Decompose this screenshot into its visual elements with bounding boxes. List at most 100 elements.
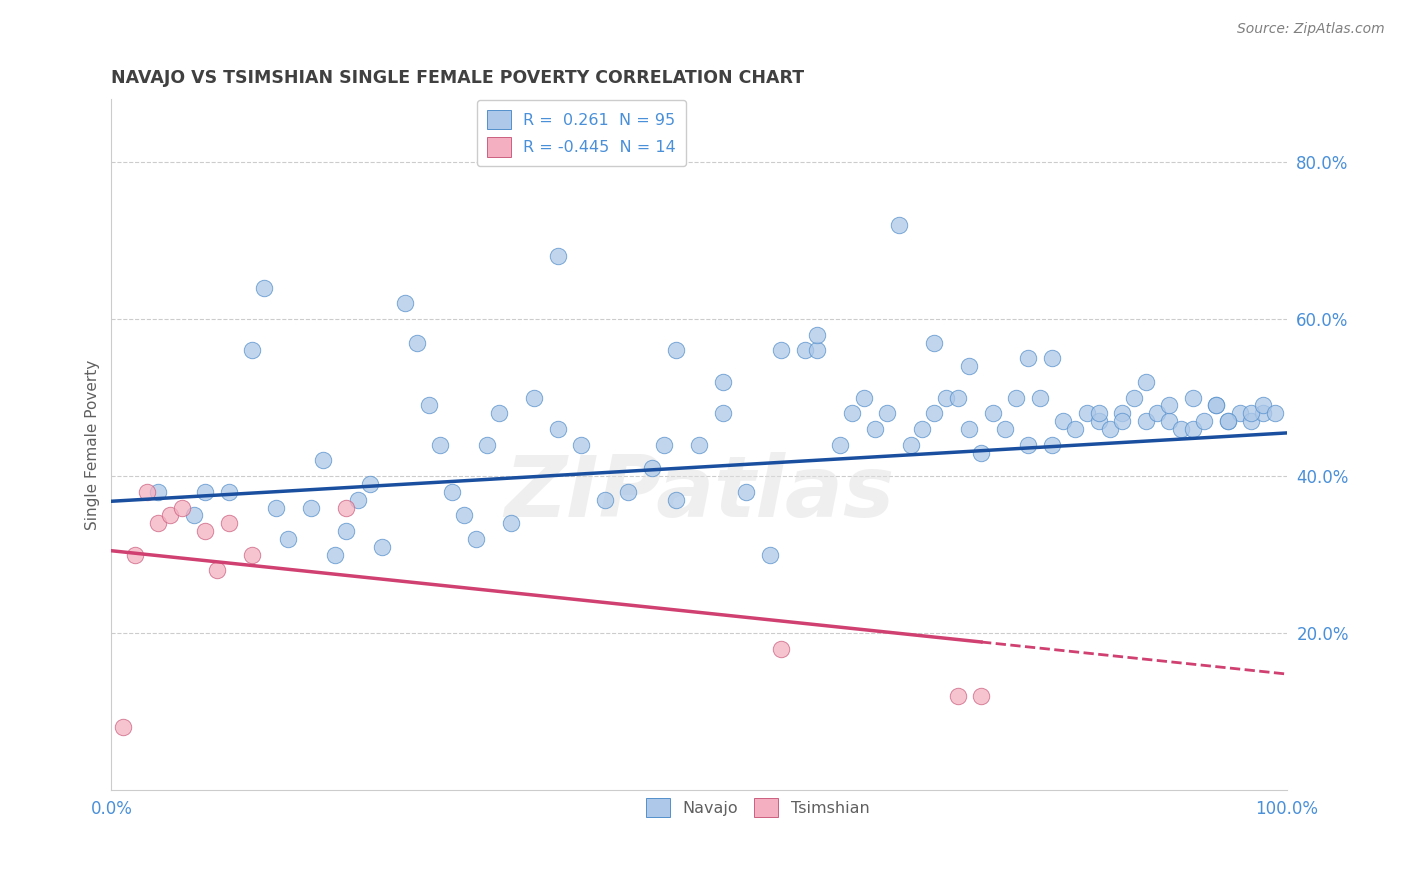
Point [1087,414,1109,428]
Y-axis label: Single Female Poverty: Single Female Poverty [86,359,100,530]
Point [488,406,510,420]
Point [523,391,546,405]
Point [981,406,1004,420]
Point [828,438,851,452]
Text: NAVAJO VS TSIMSHIAN SINGLE FEMALE POVERTY CORRELATION CHART: NAVAJO VS TSIMSHIAN SINGLE FEMALE POVERT… [111,69,804,87]
Point [1076,406,1098,420]
Point [477,438,499,452]
Point [1251,399,1274,413]
Point [1029,391,1052,405]
Point [159,508,181,523]
Point [1017,438,1039,452]
Point [970,689,993,703]
Point [1017,351,1039,366]
Point [664,492,686,507]
Point [1135,414,1157,428]
Point [806,327,828,342]
Point [194,484,217,499]
Point [335,500,357,515]
Point [617,484,640,499]
Point [911,422,934,436]
Point [183,508,205,523]
Point [1099,422,1122,436]
Point [641,461,664,475]
Point [264,500,287,515]
Point [218,516,240,531]
Point [770,641,793,656]
Point [135,484,157,499]
Point [957,359,980,374]
Point [205,563,228,577]
Point [993,422,1015,436]
Point [124,548,146,562]
Point [1251,406,1274,420]
Point [1229,406,1251,420]
Point [347,492,370,507]
Point [1240,414,1263,428]
Point [946,391,969,405]
Point [335,524,357,538]
Point [1040,351,1063,366]
Point [1205,399,1227,413]
Point [922,406,945,420]
Point [1157,399,1180,413]
Point [218,484,240,499]
Point [1005,391,1028,405]
Point [1205,399,1227,413]
Point [1194,414,1216,428]
Point [242,343,264,358]
Point [499,516,522,531]
Point [758,548,780,562]
Point [1064,422,1087,436]
Point [1181,422,1204,436]
Point [957,422,980,436]
Point [865,422,887,436]
Point [688,438,710,452]
Point [112,721,135,735]
Legend: Navajo, Tsimshian: Navajo, Tsimshian [640,791,876,823]
Point [148,484,170,499]
Point [876,406,898,420]
Point [547,422,569,436]
Point [1122,391,1144,405]
Point [370,540,392,554]
Point [841,406,863,420]
Text: ZIPatlas: ZIPatlas [503,451,894,534]
Point [935,391,957,405]
Point [148,516,170,531]
Point [1135,375,1157,389]
Point [1052,414,1074,428]
Point [242,548,264,562]
Point [418,399,440,413]
Point [170,500,193,515]
Point [441,484,464,499]
Point [922,335,945,350]
Text: Source: ZipAtlas.com: Source: ZipAtlas.com [1237,22,1385,37]
Point [1040,438,1063,452]
Point [900,438,922,452]
Point [323,548,346,562]
Point [429,438,451,452]
Point [464,532,486,546]
Point [664,343,686,358]
Point [394,296,416,310]
Point [1240,406,1263,420]
Point [359,477,381,491]
Point [711,375,734,389]
Point [253,280,276,294]
Point [735,484,758,499]
Point [887,218,910,232]
Point [770,343,793,358]
Point [194,524,217,538]
Point [652,438,675,452]
Point [1181,391,1204,405]
Point [711,406,734,420]
Point [571,438,593,452]
Point [852,391,875,405]
Point [312,453,335,467]
Point [1146,406,1168,420]
Point [406,335,429,350]
Point [1087,406,1109,420]
Point [1111,406,1133,420]
Point [793,343,815,358]
